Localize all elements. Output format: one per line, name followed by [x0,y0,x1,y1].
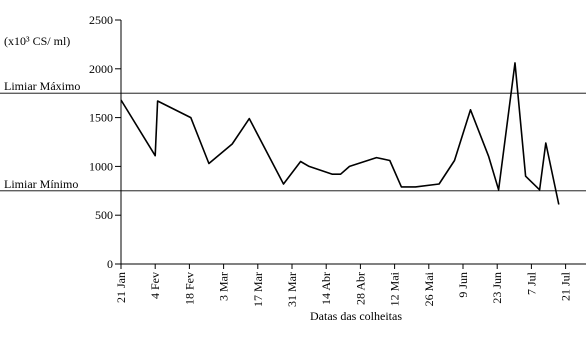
x-axis-label: Datas das colheitas [310,309,402,323]
threshold-label: Limiar Máximo [4,79,80,93]
series-lines [120,62,560,205]
x-tick-label: 3 Mar [217,272,231,301]
y-tick-label: 2500 [89,13,113,27]
x-tick-label: 31 Mar [285,272,299,307]
threshold-lines: Limiar Máximo Limiar Mínimo [0,79,586,192]
x-tick-label: 4 Fev [148,272,162,299]
x-tick-label: 28 Abr [353,272,367,305]
x-tick-label: 26 Mai [422,271,436,306]
x-tick-label: 21 Jul [559,271,573,301]
x-tick-label: 9 Jun [456,272,470,298]
x-tick-label: 18 Fev [182,272,196,305]
x-tick-label: 21 Jan [114,272,128,303]
y-axis-label: (x10³ CS/ ml) [4,34,70,48]
y-tick-label: 1000 [89,159,113,173]
y-tick-label: 500 [95,208,113,222]
x-axis-ticks: 21 Jan 4 Fev 18 Fev 3 Mar 17 Mar 31 Mar 14 Abr… [114,264,573,307]
x-tick-label: 14 Abr [319,272,333,305]
y-tick-label: 0 [107,257,113,271]
y-tick-label: 1500 [89,111,113,125]
x-tick-label: 17 Mar [251,272,265,307]
y-tick-label: 2000 [89,62,113,76]
x-tick-label: 23 Jun [490,272,504,304]
y-axis-ticks: 0 500 1000 1500 2000 2500 [89,13,121,271]
x-tick-label: 7 Jul [524,271,538,295]
x-tick-label: 12 Mai [388,271,402,306]
threshold-label: Limiar Mínimo [4,177,78,191]
series-line [120,62,560,205]
